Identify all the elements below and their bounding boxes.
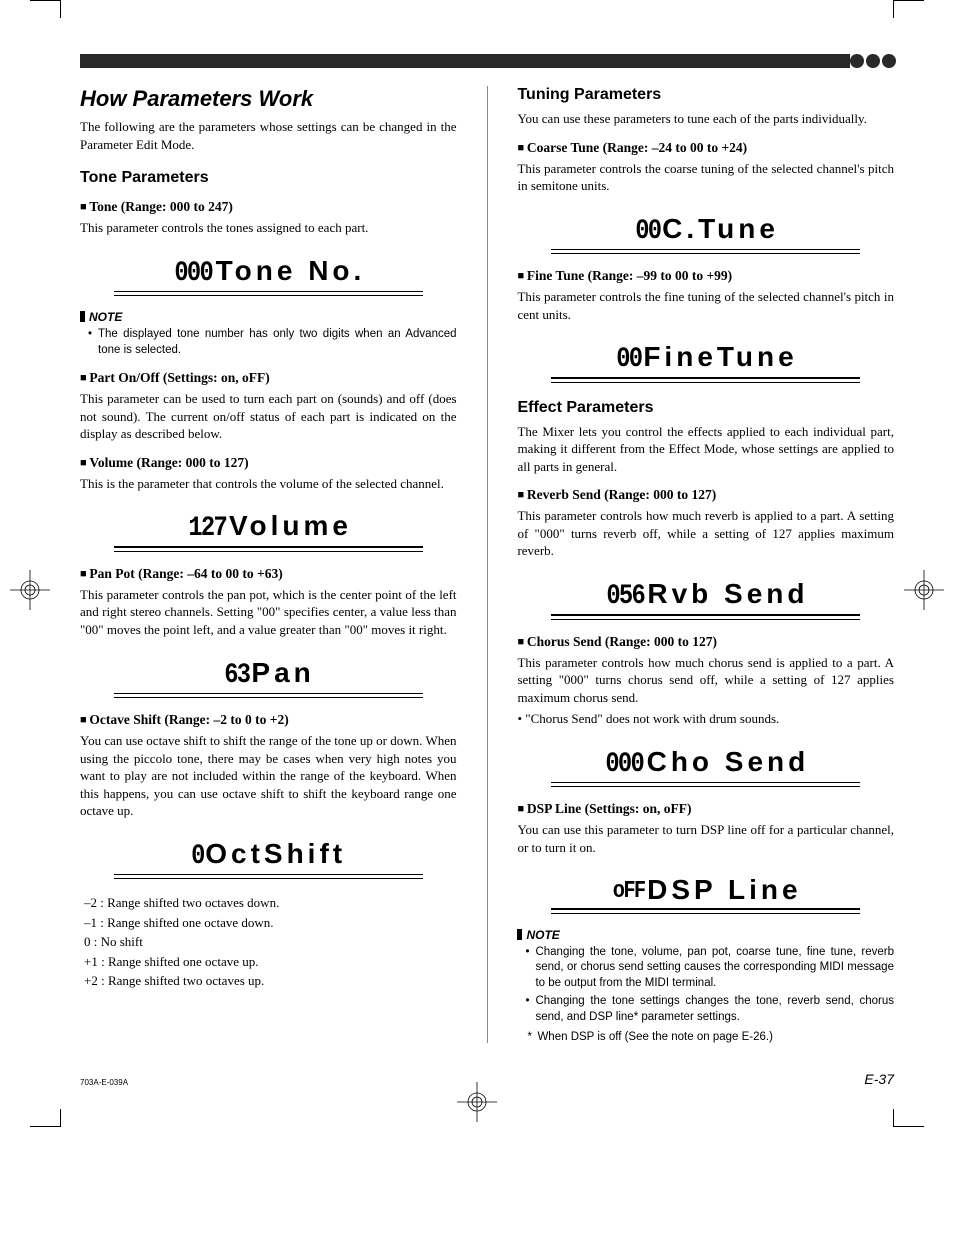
lcd-pan-name: Pan	[251, 657, 314, 689]
lcd-pan-digits: 63	[224, 660, 249, 691]
note-label-2: NOTE	[517, 928, 894, 942]
param-reverb-body: This parameter controls how much reverb …	[517, 507, 894, 560]
param-fine-body: This parameter controls the fine tuning …	[517, 288, 894, 323]
footer-code: 703A-E-039A	[80, 1078, 128, 1087]
lcd-dsp-name: DSP Line	[647, 874, 801, 906]
param-pan-body: This parameter controls the pan pot, whi…	[80, 586, 457, 639]
lcd-reverb-digits: 056	[606, 581, 644, 612]
param-chorus-bullet: • "Chorus Send" does not work with drum …	[517, 710, 894, 728]
param-coarse-body: This parameter controls the coarse tunin…	[517, 160, 894, 195]
section-effect-parameters: Effect Parameters	[517, 399, 894, 417]
oct-shift-list: –2 : Range shifted two octaves down. –1 …	[80, 893, 457, 991]
param-tone-title: Tone (Range: 000 to 247)	[80, 199, 457, 215]
param-chorus-bullet-text: "Chorus Send" does not work with drum so…	[525, 711, 779, 726]
lcd-oct-digits: 0	[192, 841, 205, 872]
lcd-volume: 127Volume	[114, 504, 423, 552]
lcd-oct: 0OctShift	[114, 832, 423, 880]
section-tuning-parameters: Tuning Parameters	[517, 86, 894, 104]
lcd-tone-digits: 000	[175, 258, 213, 289]
intro-text: The following are the parameters whose s…	[80, 118, 457, 153]
section-tone-parameters: Tone Parameters	[80, 169, 457, 187]
param-volume-body: This is the parameter that controls the …	[80, 475, 457, 493]
param-coarse-title: Coarse Tune (Range: –24 to 00 to +24)	[517, 140, 894, 156]
column-divider	[487, 86, 488, 1043]
lcd-dsp-digits: oFF	[613, 878, 645, 905]
param-chorus-title: Chorus Send (Range: 000 to 127)	[517, 634, 894, 650]
lcd-pan: 63Pan	[114, 651, 423, 699]
param-reverb-title: Reverb Send (Range: 000 to 127)	[517, 487, 894, 503]
param-pan-title: Pan Pot (Range: –64 to 00 to +63)	[80, 566, 457, 582]
effect-intro: The Mixer lets you control the effects a…	[517, 423, 894, 476]
lcd-chorus-digits: 000	[606, 749, 644, 780]
oct-item-2: 0 : No shift	[80, 932, 457, 952]
lcd-coarse-digits: 00	[635, 216, 660, 247]
lcd-volume-digits: 127	[188, 513, 226, 544]
header-bar	[80, 54, 894, 68]
note-2-item-1: Changing the tone settings changes the t…	[527, 994, 894, 1025]
note-1-item: The displayed tone number has only two d…	[90, 327, 457, 358]
right-column: Tuning Parameters You can use these para…	[517, 86, 894, 1043]
param-tone-body: This parameter controls the tones assign…	[80, 219, 457, 237]
footnote: *When DSP is off (See the note on page E…	[517, 1031, 894, 1043]
note-label-1: NOTE	[80, 310, 457, 324]
lcd-tone-name: Tone No.	[216, 255, 366, 287]
note-2-item-0: Changing the tone, volume, pan pot, coar…	[527, 945, 894, 992]
footnote-text: When DSP is off (See the note on page E-…	[537, 1031, 772, 1043]
param-partonoff-body: This parameter can be used to turn each …	[80, 390, 457, 443]
param-oct-title: Octave Shift (Range: –2 to 0 to +2)	[80, 712, 457, 728]
left-column: How Parameters Work The following are th…	[80, 86, 457, 1043]
oct-item-0: –2 : Range shifted two octaves down.	[80, 893, 457, 913]
lcd-chorus-name: Cho Send	[647, 746, 810, 778]
lcd-reverb: 056Rvb Send	[551, 572, 860, 620]
param-dsp-body: You can use this parameter to turn DSP l…	[517, 821, 894, 856]
param-volume-title: Volume (Range: 000 to 127)	[80, 455, 457, 471]
note-list-1: The displayed tone number has only two d…	[80, 327, 457, 358]
lcd-fine-name: FineTune	[643, 341, 797, 373]
page-title: How Parameters Work	[80, 86, 457, 112]
param-dsp-title: DSP Line (Settings: on, oFF)	[517, 801, 894, 817]
oct-item-3: +1 : Range shifted one octave up.	[80, 952, 457, 972]
param-oct-body: You can use octave shift to shift the ra…	[80, 732, 457, 820]
lcd-fine-digits: 00	[616, 344, 641, 375]
lcd-volume-name: Volume	[229, 510, 352, 542]
oct-item-4: +2 : Range shifted two octaves up.	[80, 971, 457, 991]
lcd-reverb-name: Rvb Send	[647, 578, 808, 610]
param-chorus-body: This parameter controls how much chorus …	[517, 654, 894, 707]
lcd-chorus: 000Cho Send	[551, 740, 860, 788]
param-fine-title: Fine Tune (Range: –99 to 00 to +99)	[517, 268, 894, 284]
footer-page: E-37	[864, 1071, 894, 1087]
lcd-dsp: oFFDSP Line	[551, 868, 860, 914]
tuning-intro: You can use these parameters to tune eac…	[517, 110, 894, 128]
lcd-coarse: 00C.Tune	[551, 207, 860, 255]
lcd-tone: 000Tone No.	[114, 249, 423, 297]
param-partonoff-title: Part On/Off (Settings: on, oFF)	[80, 370, 457, 386]
oct-item-1: –1 : Range shifted one octave down.	[80, 913, 457, 933]
lcd-fine: 00FineTune	[551, 335, 860, 383]
lcd-oct-name: OctShift	[205, 838, 346, 870]
lcd-coarse-name: C.Tune	[662, 213, 779, 245]
note-list-2: Changing the tone, volume, pan pot, coar…	[517, 945, 894, 1026]
